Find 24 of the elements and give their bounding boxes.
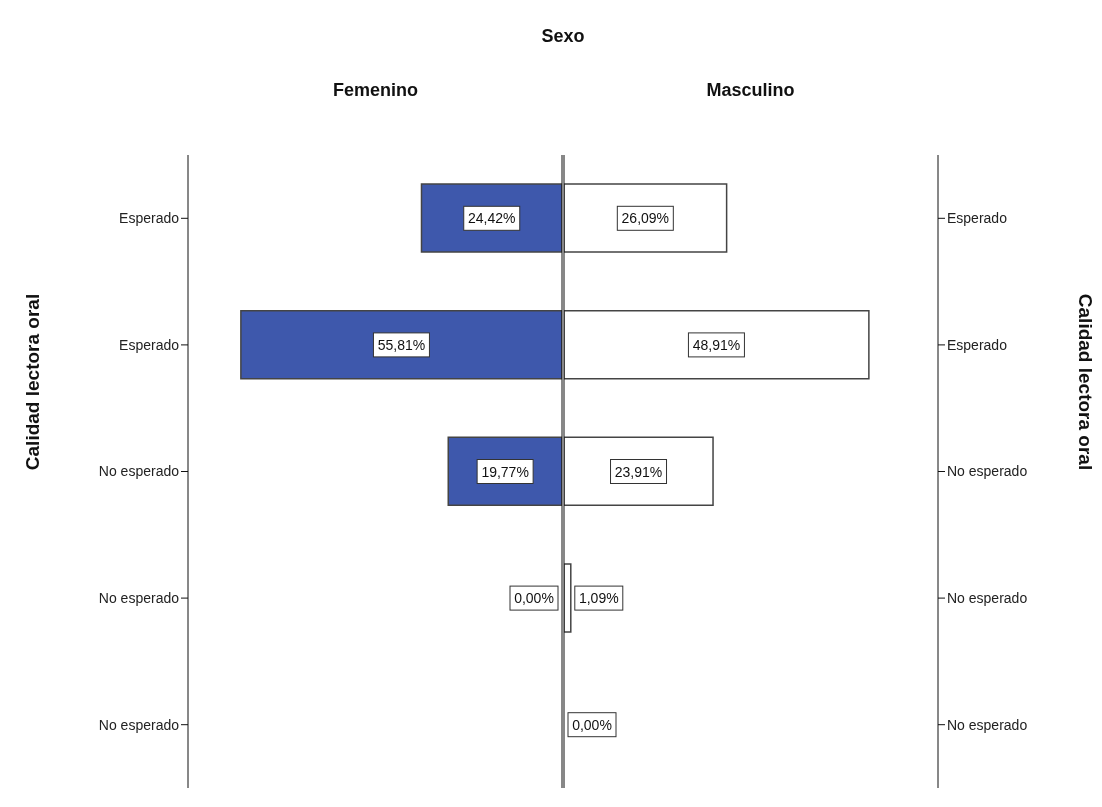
data-label: 48,91% <box>692 336 741 353</box>
data-label: 1,09% <box>578 590 619 607</box>
y-tick-label: No esperado <box>98 463 180 480</box>
y-tick-label: Esperado <box>119 210 180 227</box>
y-tick-label: No esperado <box>947 463 1028 480</box>
data-label: 55,81% <box>377 336 426 353</box>
data-label: 26,09% <box>621 210 670 227</box>
y-tick-label: No esperado <box>98 716 180 733</box>
y-axis-title: Calidad lectora oral <box>1074 293 1096 470</box>
data-label: 0,00% <box>572 716 612 733</box>
chart-title: Masculino <box>705 80 796 101</box>
data-label: 24,42% <box>468 210 516 227</box>
text: Sexo <box>540 26 586 47</box>
y-tick-label: Esperado <box>947 210 1008 227</box>
data-label: 0,00% <box>514 590 554 607</box>
y-tick-label: No esperado <box>98 590 180 607</box>
data-label: 23,91% <box>614 463 663 480</box>
y-tick-label: No esperado <box>947 716 1028 733</box>
y-tick-label: Esperado <box>947 336 1008 353</box>
y-tick-label: Esperado <box>119 336 180 353</box>
y-axis-title: Calidad lectora oral <box>22 293 44 470</box>
data-label: 19,77% <box>481 463 529 480</box>
y-tick-label: No esperado <box>947 590 1028 607</box>
chart-title: Femenino <box>332 80 419 101</box>
